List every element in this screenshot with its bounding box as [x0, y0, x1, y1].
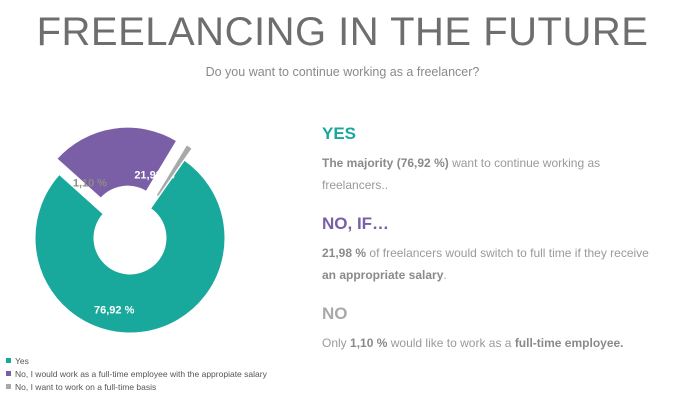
section-no-body: would like to work as a	[390, 336, 512, 350]
section-yes-rest: want to continue working as freelancers.…	[322, 156, 601, 192]
legend-label-no-if: No, I would work as a full-time employee…	[15, 368, 267, 379]
legend-label-yes: Yes	[15, 355, 29, 366]
donut-chart: 76,92 % 21,98 % 1,10 %	[34, 126, 226, 334]
section-no-percent: 1,10 %	[350, 336, 388, 350]
section-no-if-percent: 21,98 %	[322, 246, 367, 260]
donut-label-1: 21,98 %	[134, 170, 175, 182]
section-no-if-bold: an appropriate salary	[322, 268, 444, 282]
section-no-bold: full-time employee.	[514, 336, 624, 350]
donut-slice-1	[56, 126, 178, 199]
section-yes-text: The majority (76,92 %) want to continue …	[322, 152, 652, 196]
chart-legend: Yes No, I would work as a full-time empl…	[6, 354, 267, 393]
legend-swatch-yes	[6, 358, 11, 363]
donut-label-2: 1,10 %	[73, 178, 107, 190]
section-no: NO Only 1,10 % would like to work as a f…	[322, 304, 652, 354]
donut-label-0: 76,92 %	[94, 305, 135, 317]
legend-swatch-no	[6, 384, 11, 389]
section-no-if-end: .	[443, 268, 447, 282]
section-no-if: NO, IF… 21,98 % of freelancers would swi…	[322, 214, 652, 286]
section-no-if-body: of freelancers would switch to full time…	[369, 246, 649, 260]
legend-swatch-no-if	[6, 371, 11, 376]
section-no-if-text: 21,98 % of freelancers would switch to f…	[322, 242, 652, 286]
legend-label-no: No, I want to work on a full-time basis	[15, 381, 157, 392]
section-yes: YES The majority (76,92 %) want to conti…	[322, 124, 652, 196]
section-yes-percent: (76,92 %)	[396, 156, 449, 170]
section-no-heading: NO	[322, 304, 348, 323]
donut-slice-0	[34, 159, 226, 334]
legend-item-yes: Yes	[6, 354, 267, 367]
section-yes-heading: YES	[322, 124, 357, 143]
section-yes-majority: The majority	[322, 156, 394, 170]
legend-item-no-if: No, I would work as a full-time employee…	[6, 367, 267, 380]
donut-slice-2	[155, 144, 193, 198]
page-subtitle: Do you want to continue working as a fre…	[205, 65, 480, 79]
page-title: FREELANCING IN THE FUTURE	[36, 10, 649, 54]
legend-item-no: No, I want to work on a full-time basis	[6, 380, 267, 393]
section-no-text: Only 1,10 % would like to work as a full…	[322, 332, 652, 354]
section-no-if-heading: NO, IF…	[322, 214, 390, 233]
section-no-only: Only	[322, 336, 347, 350]
